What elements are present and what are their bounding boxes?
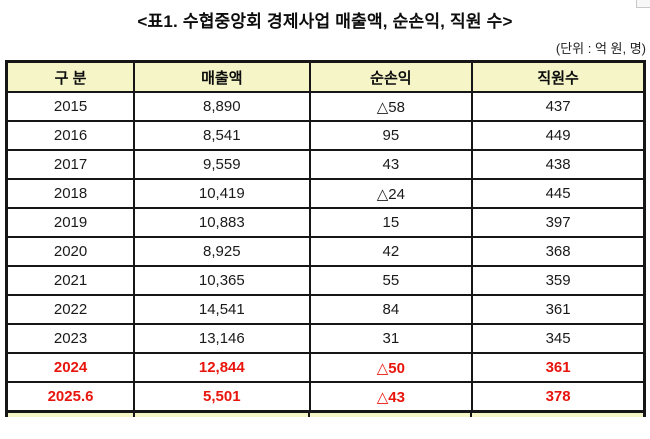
revenue-cell: 10,365 <box>133 265 311 296</box>
table-row: 2023 13,146 31 345 <box>5 323 646 354</box>
net-income-cell: 84 <box>308 294 474 325</box>
year-cell: 2023 <box>5 323 136 354</box>
table-row: 2017 9,559 43 438 <box>5 149 646 180</box>
table-row: 2015 8,890 △58 437 <box>5 91 646 122</box>
employees-cell: 437 <box>471 91 646 122</box>
revenue-cell: 13,146 <box>133 323 311 354</box>
table-title: <표1. 수협중앙회 경제사업 매출액, 순손익, 직원 수> <box>137 12 513 31</box>
table-row: 2016 8,541 95 449 <box>5 120 646 151</box>
table-row-highlighted: 2024 12,844 △50 361 <box>5 352 646 383</box>
year-cell: 2015 <box>5 91 136 122</box>
year-cell: 2025.6 <box>5 381 136 413</box>
net-income-cell: △50 <box>308 352 474 383</box>
year-cell: 2024 <box>5 352 136 383</box>
employees-cell: 445 <box>471 178 646 209</box>
revenue-cell: 14,541 <box>133 294 311 325</box>
revenue-cell: 10,419 <box>133 178 311 209</box>
revenue-cell: 12,844 <box>133 352 311 383</box>
cropped-next-row-strip <box>5 413 646 417</box>
year-cell: 2018 <box>5 178 136 209</box>
year-cell: 2019 <box>5 207 136 238</box>
year-cell: 2017 <box>5 149 136 180</box>
data-table: 구 분 매출액 순손익 직원수 2015 8,890 △58 437 2016 … <box>5 60 646 413</box>
cropped-ui-fragment <box>636 0 650 8</box>
revenue-cell: 5,501 <box>133 381 311 413</box>
net-income-cell: 31 <box>308 323 474 354</box>
header-row: 구 분 매출액 순손익 직원수 <box>5 60 646 93</box>
employees-cell: 345 <box>471 323 646 354</box>
revenue-cell: 8,541 <box>133 120 311 151</box>
net-income-cell: 43 <box>308 149 474 180</box>
table-row: 2019 10,883 15 397 <box>5 207 646 238</box>
net-income-cell: △24 <box>308 178 474 209</box>
year-cell: 2022 <box>5 294 136 325</box>
revenue-cell: 10,883 <box>133 207 311 238</box>
employees-cell: 438 <box>471 149 646 180</box>
net-income-cell: △58 <box>308 91 474 122</box>
employees-cell: 378 <box>471 381 646 413</box>
year-cell: 2021 <box>5 265 136 296</box>
employees-cell: 449 <box>471 120 646 151</box>
table-row: 2020 8,925 42 368 <box>5 236 646 267</box>
year-cell: 2020 <box>5 236 136 267</box>
employees-cell: 359 <box>471 265 646 296</box>
employees-cell: 361 <box>471 352 646 383</box>
net-income-cell: 15 <box>308 207 474 238</box>
column-header-netincome: 순손익 <box>308 60 474 93</box>
revenue-cell: 8,890 <box>133 91 311 122</box>
column-header-revenue: 매출액 <box>133 60 311 93</box>
revenue-cell: 9,559 <box>133 149 311 180</box>
column-header-employees: 직원수 <box>471 60 646 93</box>
table-row: 2022 14,541 84 361 <box>5 294 646 325</box>
revenue-cell: 8,925 <box>133 236 311 267</box>
year-cell: 2016 <box>5 120 136 151</box>
table-row-highlighted: 2025.6 5,501 △43 378 <box>5 381 646 413</box>
net-income-cell: 42 <box>308 236 474 267</box>
net-income-cell: 95 <box>308 120 474 151</box>
employees-cell: 368 <box>471 236 646 267</box>
table-row: 2021 10,365 55 359 <box>5 265 646 296</box>
employees-cell: 397 <box>471 207 646 238</box>
column-header-category: 구 분 <box>5 60 136 93</box>
table-row: 2018 10,419 △24 445 <box>5 178 646 209</box>
employees-cell: 361 <box>471 294 646 325</box>
unit-note: (단위 : 억 원, 명) <box>555 41 646 56</box>
net-income-cell: △43 <box>308 381 474 413</box>
net-income-cell: 55 <box>308 265 474 296</box>
